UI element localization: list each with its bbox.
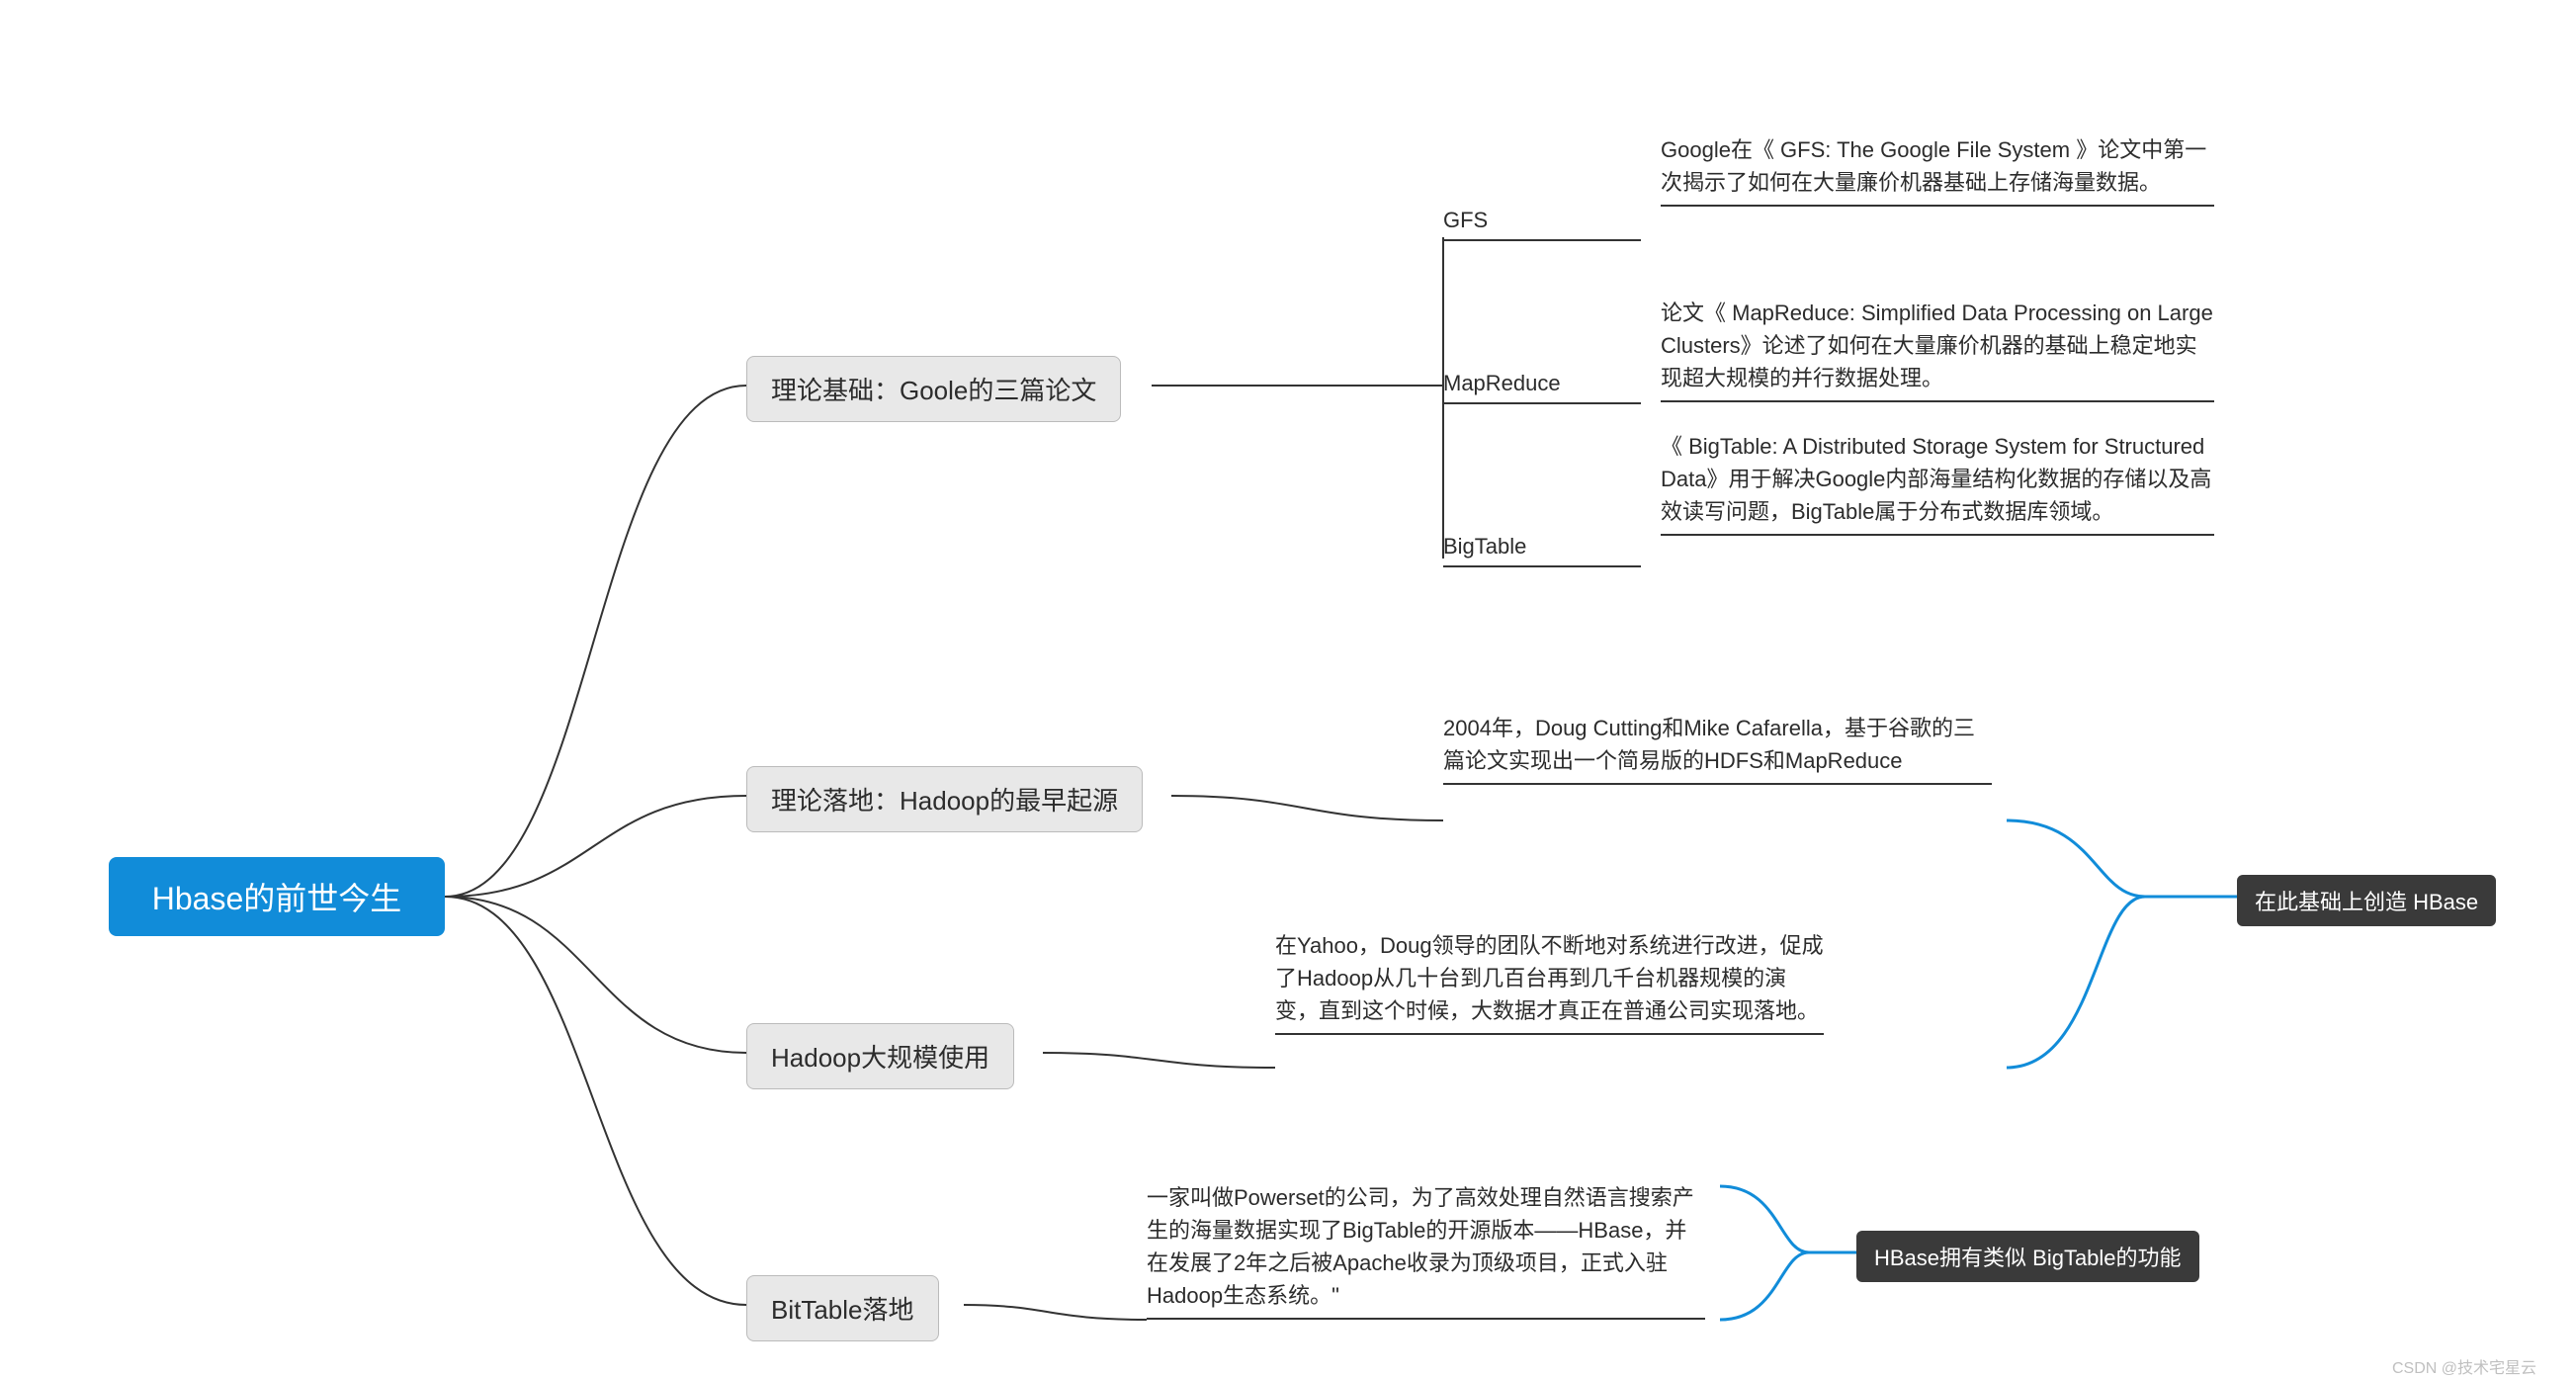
dark-node-hbase-bigtable: HBase拥有类似 BigTable的功能 [1856,1231,2199,1282]
leaf-2004: 2004年，Doug Cutting和Mike Cafarella，基于谷歌的三… [1443,712,1992,785]
branch-theory-landing: 理论落地：Hadoop的最早起源 [746,766,1143,832]
paper-label-bigtable: BigTable [1443,534,1641,567]
connector-lines [0,0,2576,1378]
leaf-yahoo: 在Yahoo，Doug领导的团队不断地对系统进行改进，促成了Hadoop从几十台… [1275,929,1824,1035]
branch-hadoop-scale: Hadoop大规模使用 [746,1023,1014,1089]
paper-desc-bigtable: 《 BigTable: A Distributed Storage System… [1661,430,2214,536]
paper-label-mapreduce: MapReduce [1443,371,1641,404]
branch-bittable: BitTable落地 [746,1275,939,1341]
paper-desc-mapreduce: 论文《 MapReduce: Simplified Data Processin… [1661,297,2214,402]
branch-theory-basis: 理论基础：Goole的三篇论文 [746,356,1121,422]
dark-node-create-hbase: 在此基础上创造 HBase [2237,875,2496,926]
paper-label-gfs: GFS [1443,208,1641,241]
paper-desc-gfs: Google在《 GFS: The Google File System 》论文… [1661,133,2214,207]
root-node: Hbase的前世今生 [109,857,445,936]
watermark: CSDN @技术宅星云 [2392,1354,2536,1378]
leaf-powerset: 一家叫做Powerset的公司，为了高效处理自然语言搜索产生的海量数据实现了Bi… [1147,1181,1705,1320]
